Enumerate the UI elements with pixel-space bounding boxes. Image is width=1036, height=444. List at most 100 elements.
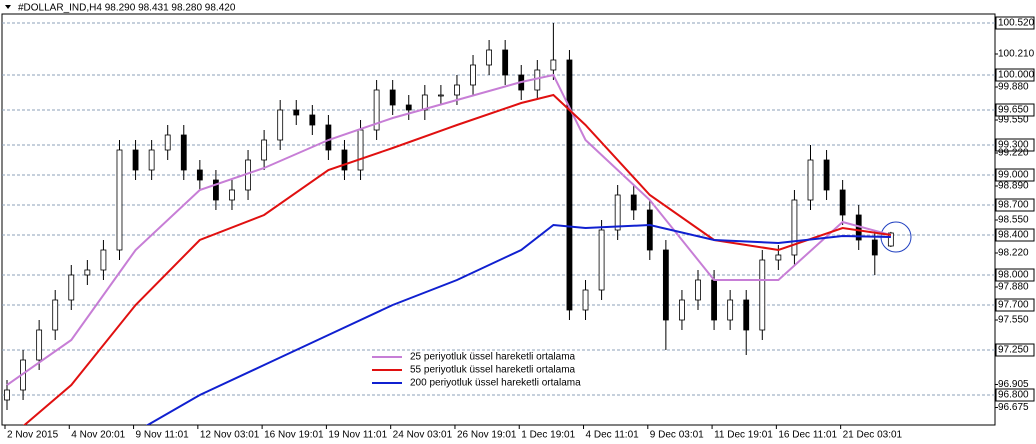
- candle-body: [84, 269, 91, 276]
- level-label: 98.000: [998, 270, 1029, 281]
- x-tick-label: 11 Dec 19:01: [714, 430, 773, 441]
- candle-body: [325, 124, 332, 151]
- candle-body: [630, 194, 637, 211]
- candle-body: [582, 289, 589, 311]
- moving-average-line: [22, 93, 892, 425]
- candle-body: [116, 149, 123, 251]
- candle-body: [213, 179, 219, 201]
- level-label: 98.700: [998, 200, 1029, 211]
- y-tick-label: 98.220: [998, 248, 1029, 259]
- candle-body: [839, 189, 846, 216]
- candle-body: [775, 254, 782, 261]
- candle-body: [566, 59, 573, 311]
- candle-body: [823, 159, 830, 191]
- candle-body: [550, 59, 557, 71]
- candle-body: [405, 104, 412, 111]
- candle-body: [4, 389, 10, 401]
- y-tick-label: 100.210: [998, 49, 1035, 60]
- candle-body: [502, 49, 509, 76]
- chart-title: #DOLLAR_IND,H4 98.290 98.431 98.280 98.4…: [18, 3, 236, 14]
- level-label-box: [995, 298, 1035, 312]
- candle-body: [470, 64, 476, 86]
- level-label: 99.650: [998, 105, 1029, 116]
- candle-body: [486, 49, 493, 66]
- y-tick-label: 96.675: [998, 402, 1029, 413]
- candle-body: [148, 149, 155, 171]
- candle-body: [679, 299, 685, 321]
- x-tick-label: 4 Nov 20:01: [71, 430, 125, 441]
- level-label-box: [995, 228, 1035, 242]
- level-label: 97.250: [998, 345, 1029, 356]
- candle-body: [711, 279, 717, 321]
- x-tick-label: 12 Nov 03:01: [200, 430, 260, 441]
- candle-body: [196, 169, 203, 181]
- x-tick-label: 19 Nov 11:01: [328, 430, 387, 441]
- candle-body: [277, 109, 284, 141]
- candle-body: [293, 109, 300, 116]
- legend-label: 200 periyotluk üssel hareketli ortalama: [410, 378, 581, 389]
- plot-frame: [1, 13, 996, 426]
- candle-body: [743, 299, 750, 331]
- level-label: 97.700: [998, 300, 1029, 311]
- y-tick-label: 99.220: [998, 148, 1029, 159]
- level-label-box: [995, 103, 1035, 117]
- y-tick-label: 99.880: [998, 82, 1029, 93]
- moving-average-line: [6, 73, 892, 386]
- candle-body: [807, 159, 814, 201]
- x-tick-label: 26 Nov 19:01: [457, 430, 517, 441]
- candle-body: [614, 194, 621, 231]
- candle-body: [373, 89, 380, 131]
- level-label-box: [995, 343, 1035, 357]
- level-label-box: [995, 198, 1035, 212]
- x-tick-label: 16 Nov 19:01: [264, 430, 324, 441]
- y-tick-label: 97.550: [998, 315, 1029, 326]
- level-label-box: [995, 388, 1035, 402]
- x-tick-label: 16 Dec 11:01: [778, 430, 837, 441]
- y-tick-label: 99.550: [998, 115, 1029, 126]
- candle-body: [68, 274, 75, 301]
- level-label: 99.300: [998, 140, 1029, 151]
- x-tick-label: 24 Nov 03:01: [393, 430, 453, 441]
- legend-label: 25 periyotluk üssel hareketli ortalama: [410, 352, 576, 363]
- candle-body: [791, 199, 798, 256]
- candle-body: [309, 114, 316, 126]
- candle-body: [727, 299, 734, 321]
- menu-arrow: [5, 5, 11, 9]
- x-tick-label: 9 Dec 03:01: [650, 430, 704, 441]
- candle-body: [164, 134, 171, 151]
- legend-label: 55 periyotluk üssel hareketli ortalama: [410, 365, 576, 376]
- candle-body: [887, 232, 894, 247]
- y-tick-label: 97.880: [998, 282, 1029, 293]
- y-tick-label: 98.550: [998, 215, 1029, 226]
- candle-body: [871, 239, 878, 256]
- candle-body: [534, 69, 541, 91]
- y-tick-label: 96.905: [998, 379, 1029, 390]
- candle-body: [341, 149, 348, 171]
- candle-body: [36, 329, 43, 361]
- candle-body: [261, 139, 268, 161]
- candle-body: [229, 189, 235, 201]
- candle-body: [132, 149, 139, 171]
- level-label-box: [995, 138, 1035, 152]
- candle-body: [100, 249, 107, 271]
- y-tick-label: 98.890: [998, 181, 1029, 192]
- x-tick-label: 4 Dec 11:01: [586, 430, 640, 441]
- candle-body: [646, 209, 653, 251]
- candle-body: [662, 249, 669, 321]
- x-tick-label: 2 Nov 2015: [7, 430, 59, 441]
- plot-area: [2, 22, 995, 425]
- level-label: 100.520: [998, 18, 1035, 29]
- x-tick-label: 1 Dec 19:01: [521, 430, 575, 441]
- candle-body: [52, 299, 59, 331]
- level-label-box: [995, 68, 1035, 82]
- candle-body: [759, 259, 766, 331]
- level-label: 98.400: [998, 230, 1029, 241]
- candle-body: [389, 89, 396, 106]
- level-label-box: [995, 16, 1035, 30]
- level-label-box: [995, 168, 1035, 182]
- candle-body: [454, 84, 460, 96]
- x-tick-label: 21 Dec 03:01: [843, 430, 903, 441]
- level-label: 99.000: [998, 170, 1029, 181]
- candle-body: [598, 229, 605, 291]
